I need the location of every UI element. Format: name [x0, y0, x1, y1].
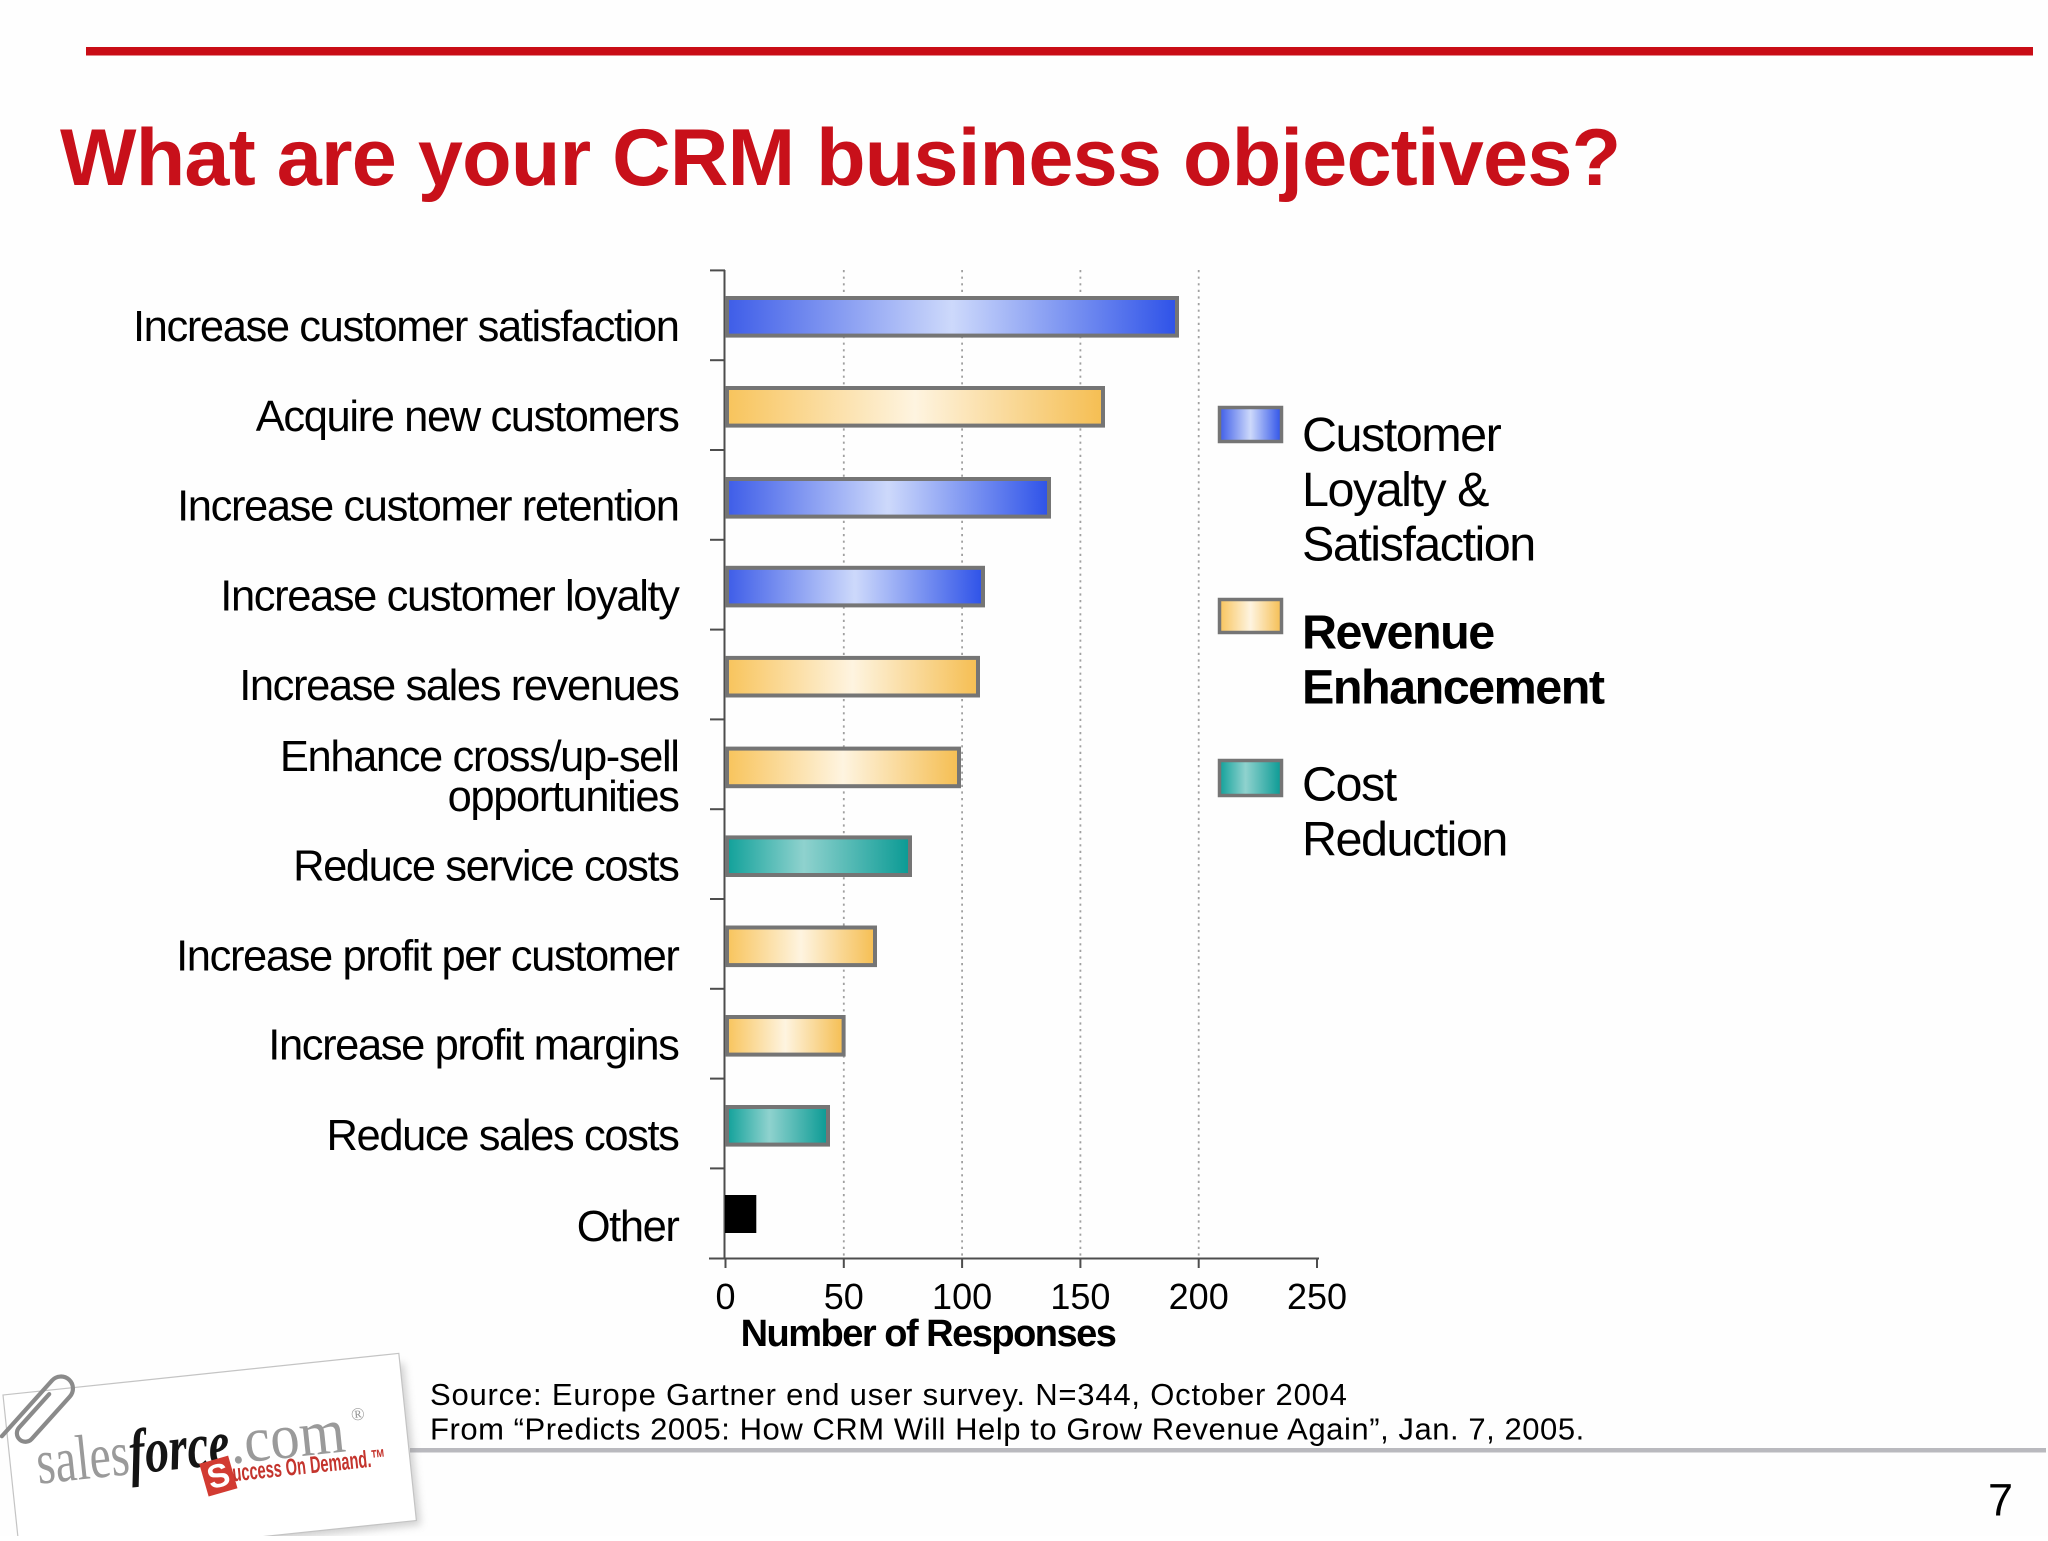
svg-text:opportunities: opportunities	[448, 773, 680, 821]
svg-text:50: 50	[824, 1276, 864, 1317]
svg-text:Increase profit per customer: Increase profit per customer	[176, 932, 679, 980]
svg-text:100: 100	[932, 1276, 992, 1317]
svg-text:What are your CRM business obj: What are your CRM business objectives?	[60, 113, 1620, 203]
svg-text:®: ®	[350, 1403, 366, 1424]
svg-text:Source: Europe Gartner end use: Source: Europe Gartner end user survey. …	[430, 1377, 1348, 1412]
svg-text:150: 150	[1050, 1276, 1110, 1317]
svg-text:.com: .com	[225, 1395, 348, 1478]
svg-text:Revenue: Revenue	[1302, 606, 1494, 660]
svg-text:Loyalty &: Loyalty &	[1302, 463, 1489, 517]
svg-text:Customer: Customer	[1302, 408, 1502, 462]
svg-text:Cost: Cost	[1302, 757, 1398, 811]
svg-text:250: 250	[1287, 1276, 1347, 1317]
svg-text:Increase customer loyalty: Increase customer loyalty	[220, 572, 680, 620]
svg-text:7: 7	[1988, 1475, 2013, 1526]
svg-text:Increase sales revenues: Increase sales revenues	[239, 662, 679, 710]
svg-text:Other: Other	[577, 1203, 680, 1251]
svg-text:200: 200	[1169, 1276, 1229, 1317]
svg-text:From “Predicts 2005: How CRM W: From “Predicts 2005: How CRM Will Help t…	[430, 1412, 1585, 1447]
svg-text:Reduction: Reduction	[1302, 813, 1507, 867]
svg-text:Number of Responses: Number of Responses	[741, 1313, 1116, 1355]
svg-text:Increase customer retention: Increase customer retention	[177, 483, 678, 531]
svg-text:sales: sales	[33, 1417, 133, 1497]
svg-text:Satisfaction: Satisfaction	[1302, 518, 1535, 572]
svg-text:Enhancement: Enhancement	[1302, 661, 1605, 715]
svg-text:Reduce sales costs: Reduce sales costs	[327, 1112, 680, 1160]
svg-text:Increase profit margins: Increase profit margins	[268, 1022, 679, 1070]
svg-text:Increase customer satisfaction: Increase customer satisfaction	[133, 303, 679, 351]
svg-text:0: 0	[715, 1276, 735, 1317]
svg-text:Acquire new customers: Acquire new customers	[256, 393, 679, 441]
svg-text:Enhance cross/up-sell: Enhance cross/up-sell	[280, 733, 679, 781]
svg-text:Reduce service costs: Reduce service costs	[293, 842, 679, 890]
